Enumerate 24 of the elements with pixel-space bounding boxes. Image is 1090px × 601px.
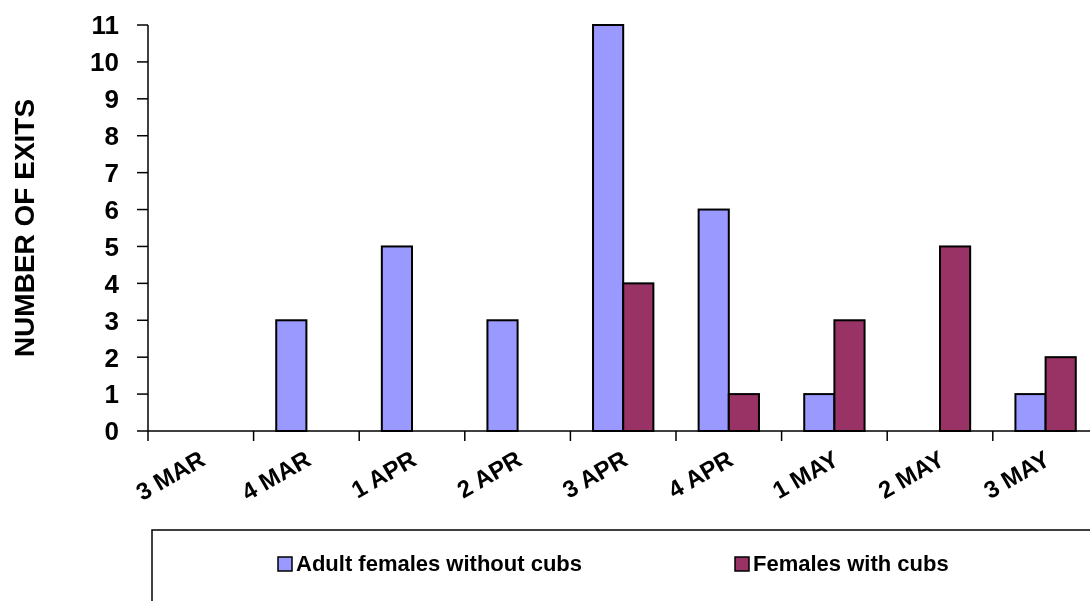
y-tick-label: 4 <box>104 268 120 299</box>
x-tick-label: 3 APR <box>557 444 632 504</box>
x-tick-label: 3 MAR <box>131 444 210 506</box>
x-tick-label: 2 MAY <box>873 444 949 504</box>
x-tick-label: 1 MAY <box>767 444 843 504</box>
y-tick-label: 7 <box>104 158 119 188</box>
legend-label: Adult females without cubs <box>296 551 583 576</box>
x-tick-label: 4 MAR <box>236 444 315 506</box>
x-tick-label: 4 APR <box>663 444 738 504</box>
y-tick-label: 9 <box>104 84 119 115</box>
x-tick-label: 1 APR <box>346 444 421 504</box>
x-tick-label: 3 MAY <box>978 444 1055 504</box>
x-tick-label: 2 APR <box>452 444 527 504</box>
y-tick-label: 11 <box>91 10 119 41</box>
y-tick-label: 8 <box>104 121 119 152</box>
y-tick-label: 0 <box>104 416 119 447</box>
y-tick-label: 3 <box>104 305 119 336</box>
y-axis-title: NUMBER OF EXITS <box>9 98 40 358</box>
y-tick-label: 10 <box>90 47 119 78</box>
y-tick-label: 6 <box>104 194 119 225</box>
y-tick-label: 5 <box>104 231 119 262</box>
y-tick-label: 1 <box>104 379 119 410</box>
y-tick-label: 2 <box>104 342 119 373</box>
legend-label: Females with cubs <box>753 551 949 576</box>
